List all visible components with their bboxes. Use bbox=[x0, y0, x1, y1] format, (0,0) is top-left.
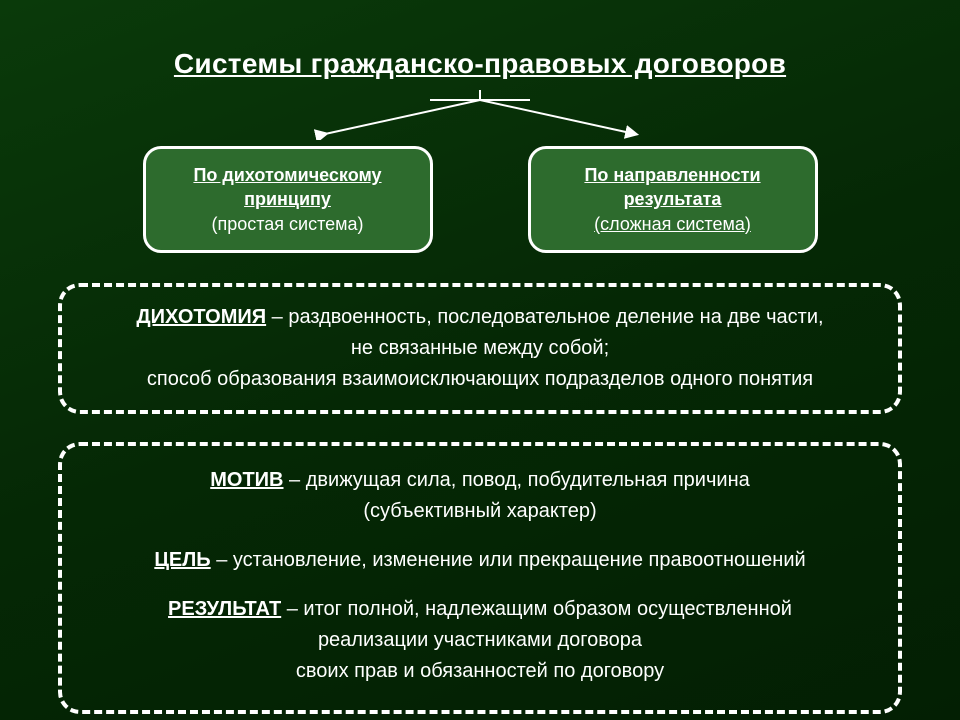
dichotomy-line2: не связанные между собой; bbox=[84, 334, 876, 363]
branch-arrows bbox=[270, 90, 690, 140]
motive-line2: (субъективный характер) bbox=[90, 497, 870, 526]
definition-group: МОТИВ – движущая сила, повод, побудитель… bbox=[58, 442, 902, 714]
branch-row: По дихотомическому принципу (простая сис… bbox=[50, 146, 910, 253]
motive-line1: МОТИВ – движущая сила, повод, побудитель… bbox=[90, 466, 870, 495]
result-line1: РЕЗУЛЬТАТ – итог полной, надлежащим обра… bbox=[90, 595, 870, 624]
branch-right-subtitle: (сложная система) bbox=[543, 212, 803, 236]
goal-line1: ЦЕЛЬ – установление, изменение или прекр… bbox=[90, 546, 870, 575]
dichotomy-line3: способ образования взаимоисключающих под… bbox=[84, 365, 876, 394]
dichotomy-text1: – раздвоенность, последовательное делени… bbox=[266, 306, 823, 328]
definition-dichotomy: ДИХОТОМИЯ – раздвоенность, последователь… bbox=[58, 283, 902, 414]
branch-box-left: По дихотомическому принципу (простая сис… bbox=[143, 146, 433, 253]
branch-left-title: По дихотомическому принципу bbox=[158, 163, 418, 212]
motive-text1: – движущая сила, повод, побудительная пр… bbox=[284, 469, 750, 491]
branch-right-title: По направленности результата bbox=[543, 163, 803, 212]
result-text1: – итог полной, надлежащим образом осущес… bbox=[281, 598, 792, 620]
slide-title: Системы гражданско-правовых договоров bbox=[50, 48, 910, 80]
goal-text1: – установление, изменение или прекращени… bbox=[211, 549, 806, 571]
result-line3: своих прав и обязанностей по договору bbox=[90, 657, 870, 686]
slide: Системы гражданско-правовых договоров По… bbox=[0, 0, 960, 720]
spacer bbox=[90, 577, 870, 593]
dichotomy-line1: ДИХОТОМИЯ – раздвоенность, последователь… bbox=[84, 303, 876, 332]
result-term: РЕЗУЛЬТАТ bbox=[168, 598, 281, 620]
goal-term: ЦЕЛЬ bbox=[154, 549, 210, 571]
dichotomy-term: ДИХОТОМИЯ bbox=[136, 306, 266, 328]
branch-left-subtitle: (простая система) bbox=[158, 212, 418, 236]
spacer bbox=[90, 528, 870, 544]
branch-box-right: По направленности результата (сложная си… bbox=[528, 146, 818, 253]
result-line2: реализации участниками договора bbox=[90, 626, 870, 655]
motive-term: МОТИВ bbox=[210, 469, 283, 491]
